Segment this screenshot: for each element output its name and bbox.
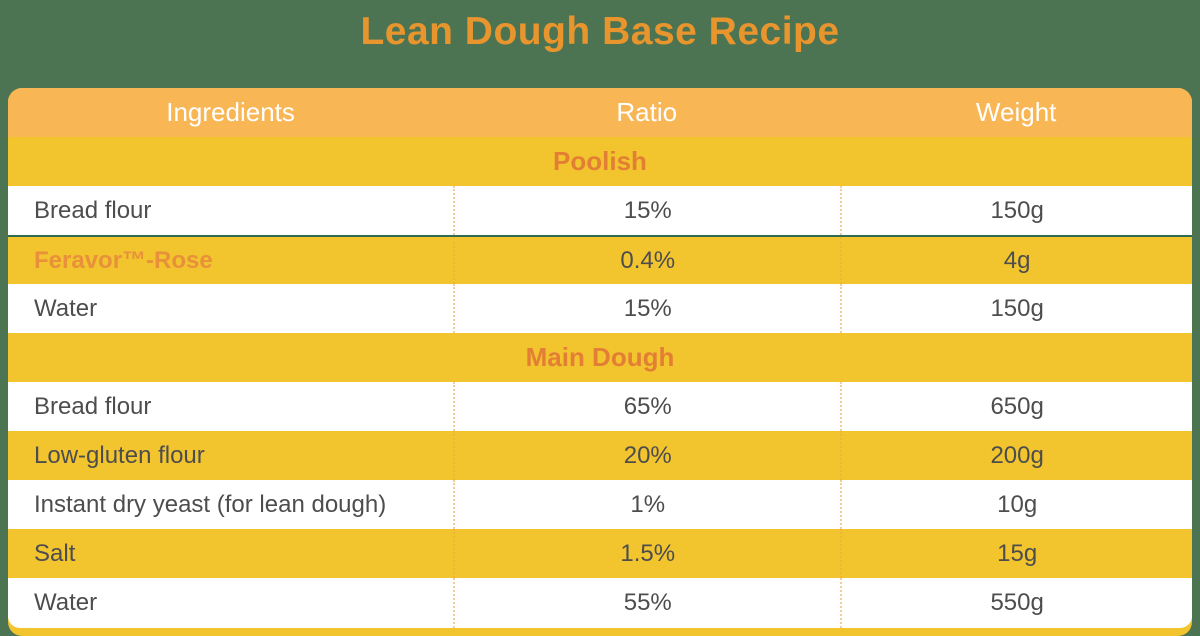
ratio-cell: 0.4%: [453, 237, 840, 284]
weight-cell: 4g: [840, 237, 1192, 284]
ingredient-cell: Instant dry yeast (for lean dough): [34, 490, 387, 518]
ratio-cell: 1.5%: [453, 529, 840, 578]
table-row: Bread flour 15% 150g: [8, 186, 1192, 235]
section-header-row: Poolish: [8, 137, 1192, 186]
weight-cell: 150g: [840, 186, 1192, 235]
ingredient-cell: Bread flour: [34, 392, 152, 420]
ratio-cell: 65%: [453, 382, 840, 431]
weight-cell: 550g: [840, 578, 1192, 628]
weight-cell: 650g: [840, 382, 1192, 431]
header-cell-ingredients: Ingredients: [166, 97, 295, 127]
table-row: Low-gluten flour 20% 200g: [8, 431, 1192, 480]
weight-cell: 200g: [840, 431, 1192, 480]
ingredient-cell: Water: [34, 589, 98, 616]
recipe-table: Ingredients Ratio Weight Poolish Bread fl…: [8, 88, 1192, 636]
table-row: Feravor™-Rose 0.4% 4g: [8, 235, 1192, 284]
ingredient-cell: Bread flour: [34, 196, 152, 224]
table-row: Water 15% 150g: [8, 284, 1192, 333]
header-cell-weight: Weight: [975, 97, 1057, 127]
ingredient-cell: Water: [34, 294, 98, 322]
ratio-cell: 55%: [453, 578, 840, 628]
ratio-cell: 15%: [453, 284, 840, 333]
section-header-row: Main Dough: [8, 333, 1192, 382]
ingredient-cell: Feravor™-Rose: [34, 246, 213, 274]
table-row: Salt 1.5% 15g: [8, 529, 1192, 578]
ingredient-cell: Low-gluten flour: [34, 441, 205, 469]
weight-cell: 15g: [840, 529, 1192, 578]
page-title: Lean Dough Base Recipe: [360, 10, 840, 53]
ratio-cell: 1%: [453, 480, 840, 529]
table-header-row: Ingredients Ratio Weight: [8, 88, 1192, 137]
table-row: Instant dry yeast (for lean dough) 1% 10g: [8, 480, 1192, 529]
weight-cell: 150g: [840, 284, 1192, 333]
section-label: Poolish: [553, 146, 647, 176]
section-label: Main Dough: [525, 342, 675, 372]
header-cell-ratio: Ratio: [616, 97, 678, 127]
table-row: Bread flour 65% 650g: [8, 382, 1192, 431]
table-row: Water 55% 550g: [8, 578, 1192, 628]
weight-cell: 10g: [840, 480, 1192, 529]
ingredient-cell: Salt: [34, 539, 76, 567]
ratio-cell: 20%: [453, 431, 840, 480]
ratio-cell: 15%: [453, 186, 840, 235]
